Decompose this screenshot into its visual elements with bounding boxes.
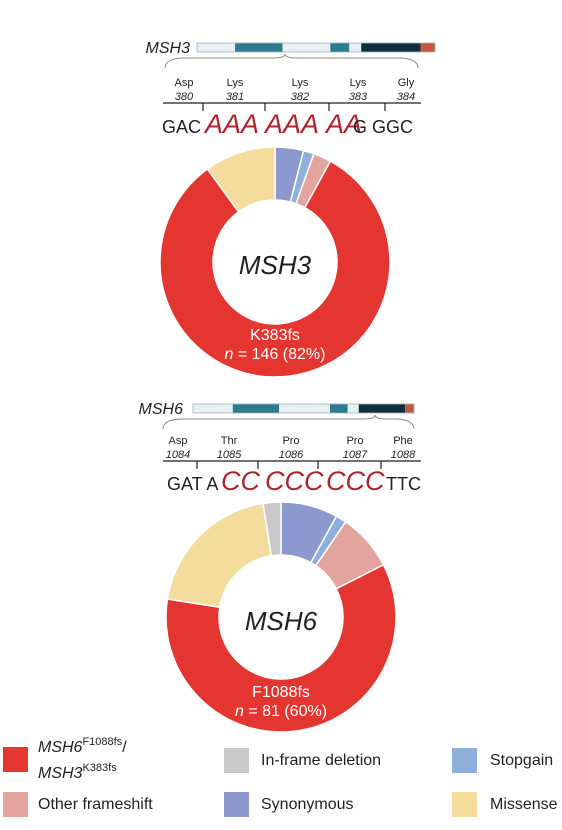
- legend-item-other-frameshift: Other frameshift: [3, 792, 153, 817]
- legend-item-stopgain: Stopgain: [452, 748, 553, 773]
- msh3-count-value: = 146 (82%): [233, 346, 325, 363]
- msh6-codon-position: 1087: [343, 449, 368, 461]
- legend-label-synonymous: Synonymous: [261, 796, 354, 813]
- legend-swatch-synonymous: [224, 792, 249, 817]
- msh3-protein-domain-bar: [196, 42, 436, 53]
- msh6-domain-outline: [192, 403, 415, 414]
- msh6-domain-segment: [405, 404, 414, 413]
- msh6-slice-hotspot-frameshift: [165, 563, 397, 733]
- msh6-count-symbol: n: [235, 703, 244, 720]
- legend-item-hotspot: MSH6F1088fs/MSH3K383fs: [3, 736, 127, 782]
- msh6-codon-position: 1088: [391, 449, 416, 461]
- msh3-slice-hotspot-frameshift: [159, 160, 391, 378]
- msh6-count-value: = 81 (60%): [244, 703, 327, 720]
- legend-label-stopgain: Stopgain: [490, 752, 553, 769]
- msh3-codon-position: 380: [175, 91, 194, 103]
- msh6-slice-in-frame-deletion: [262, 501, 282, 557]
- msh6-domain-segment: [358, 404, 406, 413]
- msh6-repeat-nucleotides: CCC: [326, 466, 385, 496]
- msh3-domain-segment: [361, 43, 421, 52]
- msh3-codon-aa: Lys: [227, 77, 244, 89]
- msh3-domain-segment: [420, 43, 435, 52]
- msh6-codon-position: 1086: [279, 449, 304, 461]
- legend-hotspot-label-line2: MSH3K383fs: [38, 762, 117, 782]
- msh3-hotspot-label: K383fs: [250, 327, 300, 344]
- msh3-codon-aa: Asp: [175, 77, 194, 89]
- msh6-codon-aa: Phe: [393, 435, 413, 447]
- legend: MSH6F1088fs/MSH3K383fs In-frame deletion S…: [3, 736, 558, 817]
- msh3-codon-position: 383: [349, 91, 368, 103]
- msh6-flanking-nucleotides: TTC: [386, 474, 421, 494]
- msh6-zoom-brace: [162, 414, 415, 430]
- msh3-codon-aa: Lys: [292, 77, 309, 89]
- msh6-codon-aa: Thr: [221, 435, 238, 447]
- msh3-zoom-brace: [164, 53, 419, 69]
- msh3-slice-missense: [206, 146, 276, 213]
- msh3-codon-aa: Gly: [398, 77, 415, 89]
- msh6-codon-position: 1085: [217, 449, 242, 461]
- msh6-center-label: MSH6: [245, 606, 318, 636]
- legend-label-other-frameshift: Other frameshift: [38, 796, 153, 813]
- msh3-repeat-nucleotides: AAA: [263, 109, 319, 139]
- msh6-codon-aa: Pro: [346, 435, 363, 447]
- msh3-domain-segment: [235, 43, 283, 52]
- msh6-flanking-nucleotides: GAT A: [167, 474, 218, 494]
- legend-superscript-a: F1088fs: [82, 736, 122, 748]
- legend-swatch-in-frame-deletion: [224, 748, 249, 773]
- legend-item-missense: Missense: [452, 792, 558, 817]
- msh3-gene-label: MSH3: [146, 40, 191, 57]
- msh3-domain-segment: [282, 43, 331, 52]
- msh3-count-label: n = 146 (82%): [225, 346, 326, 363]
- msh6-domain-segment: [347, 404, 359, 413]
- legend-hotspot-label-line1: MSH6F1088fs/: [38, 736, 127, 756]
- msh6-domain-segment: [330, 404, 348, 413]
- legend-item-in-frame-deletion: In-frame deletion: [224, 748, 381, 773]
- legend-item-synonymous: Synonymous: [224, 792, 354, 817]
- msh6-slice-missense: [166, 502, 273, 609]
- msh3-count-symbol: n: [225, 346, 234, 363]
- msh3-domain-segment: [349, 43, 362, 52]
- legend-superscript-b: K383fs: [82, 762, 117, 774]
- legend-swatch-stopgain: [452, 748, 477, 773]
- msh6-hotspot-label: F1088fs: [252, 684, 310, 701]
- legend-swatch-missense: [452, 792, 477, 817]
- msh6-repeat-nucleotides: CCC: [265, 466, 324, 496]
- msh3-domain-segment: [330, 43, 350, 52]
- msh3-codon-position: 384: [397, 91, 415, 103]
- msh3-center-label: MSH3: [239, 250, 312, 280]
- msh3-codon-position: 382: [291, 91, 309, 103]
- legend-gene-b: MSH3: [38, 765, 83, 782]
- msh3-codon-aa: Lys: [350, 77, 367, 89]
- msh6-repeat-nucleotides: CC: [221, 466, 260, 496]
- msh3-repeat-nucleotides: AAA: [203, 109, 259, 139]
- msh3-flanking-nucleotides: G GGC: [353, 117, 413, 137]
- msh6-domain-segment: [193, 404, 233, 413]
- msh6-domain-segment: [279, 404, 331, 413]
- legend-swatch-other-frameshift: [3, 792, 28, 817]
- msh3-domain-outline: [196, 42, 436, 53]
- msh6-domain-segment: [232, 404, 280, 413]
- legend-separator: /: [122, 739, 127, 756]
- legend-swatch-hotspot: [3, 747, 28, 772]
- msh6-count-label: n = 81 (60%): [235, 703, 327, 720]
- msh3-flanking-nucleotides: GAC: [162, 117, 201, 137]
- msh6-codon-position: 1084: [166, 449, 190, 461]
- msh3-codon-position: 381: [226, 91, 244, 103]
- msh6-codon-aa: Pro: [282, 435, 299, 447]
- msh6-codon-aa: Asp: [169, 435, 188, 447]
- msh6-protein-domain-bar: [192, 403, 415, 414]
- legend-label-missense: Missense: [490, 796, 558, 813]
- legend-gene-a: MSH6: [38, 739, 83, 756]
- msh6-gene-label: MSH6: [139, 401, 184, 418]
- msh3-repeat-nucleotides: AA: [324, 109, 362, 139]
- msh3-domain-segment: [197, 43, 236, 52]
- legend-label-in-frame-deletion: In-frame deletion: [261, 752, 381, 769]
- msh6-panel: MSH6 Asp 1084 Thr 1085 Pro 1086 Pro 1087 Phe 1088 G…: [139, 401, 421, 733]
